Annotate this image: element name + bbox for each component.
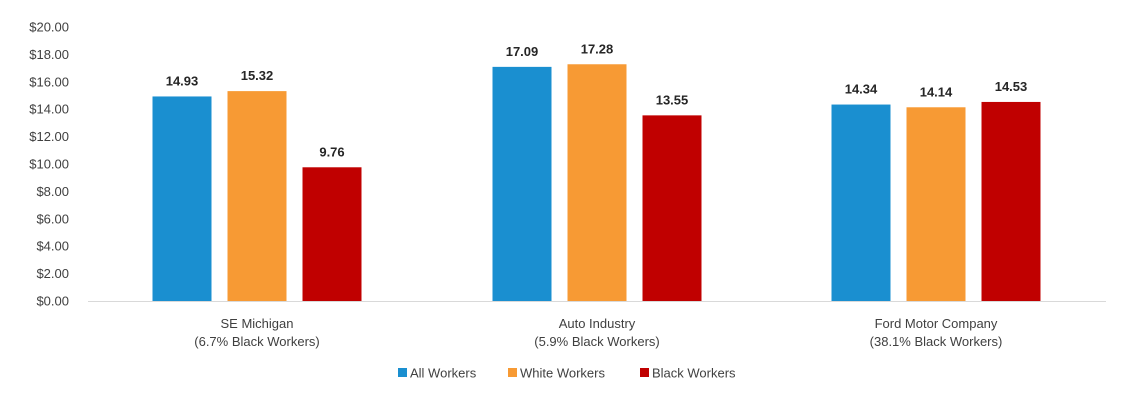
y-tick-label: $2.00	[36, 266, 69, 281]
data-label: 15.32	[241, 68, 274, 83]
legend-label: White Workers	[520, 366, 605, 381]
legend-swatch	[640, 368, 649, 377]
data-label: 13.55	[656, 92, 689, 107]
category-label: (6.7% Black Workers)	[194, 334, 319, 349]
y-axis: $0.00 $2.00 $4.00 $6.00 $8.00 $10.00 $12.00 $14…	[29, 20, 69, 309]
y-tick-label: $12.00	[29, 129, 69, 144]
data-label: 14.53	[995, 79, 1028, 94]
data-label: 17.09	[506, 44, 539, 59]
bars	[152, 64, 1041, 302]
y-tick-label: $8.00	[36, 184, 69, 199]
x-axis: SE Michigan (6.7% Black Workers) Auto Indu…	[194, 316, 1002, 349]
bar-all-workers	[152, 96, 212, 301]
legend: All Workers White Workers Black Workers	[398, 366, 736, 381]
bar-black-workers	[302, 167, 362, 301]
category-label: SE Michigan	[221, 316, 294, 331]
bar-white-workers	[567, 64, 627, 301]
bar-white-workers	[227, 91, 287, 301]
legend-item-black-workers: Black Workers	[640, 366, 736, 381]
y-tick-label: $4.00	[36, 239, 69, 254]
y-tick-label: $20.00	[29, 20, 69, 35]
legend-swatch	[508, 368, 517, 377]
data-labels: 14.93 17.09 14.34 15.32 17.28 14.14 9.76 13.55 1…	[166, 41, 1028, 159]
data-label: 14.34	[845, 82, 878, 97]
y-tick-label: $10.00	[29, 157, 69, 172]
bar-all-workers	[831, 104, 891, 302]
data-label: 14.93	[166, 73, 199, 88]
data-label: 17.28	[581, 41, 614, 56]
y-tick-label: $16.00	[29, 74, 69, 89]
data-label: 14.14	[920, 84, 953, 99]
legend-swatch	[398, 368, 407, 377]
y-tick-label: $6.00	[36, 211, 69, 226]
category-label: (38.1% Black Workers)	[870, 334, 1003, 349]
legend-item-all-workers: All Workers	[398, 366, 477, 381]
category-label: Auto Industry	[559, 316, 636, 331]
category-label: (5.9% Black Workers)	[534, 334, 659, 349]
bar-black-workers	[642, 115, 702, 302]
category-label: Ford Motor Company	[875, 316, 998, 331]
y-tick-label: $18.00	[29, 47, 69, 62]
data-label: 9.76	[319, 144, 344, 159]
y-tick-label: $14.00	[29, 102, 69, 117]
y-tick-label: $0.00	[36, 294, 69, 309]
bar-black-workers	[981, 101, 1041, 302]
bar-all-workers	[492, 66, 552, 301]
legend-label: All Workers	[410, 366, 477, 381]
legend-label: Black Workers	[652, 366, 736, 381]
legend-item-white-workers: White Workers	[508, 366, 605, 381]
bar-white-workers	[906, 107, 966, 301]
